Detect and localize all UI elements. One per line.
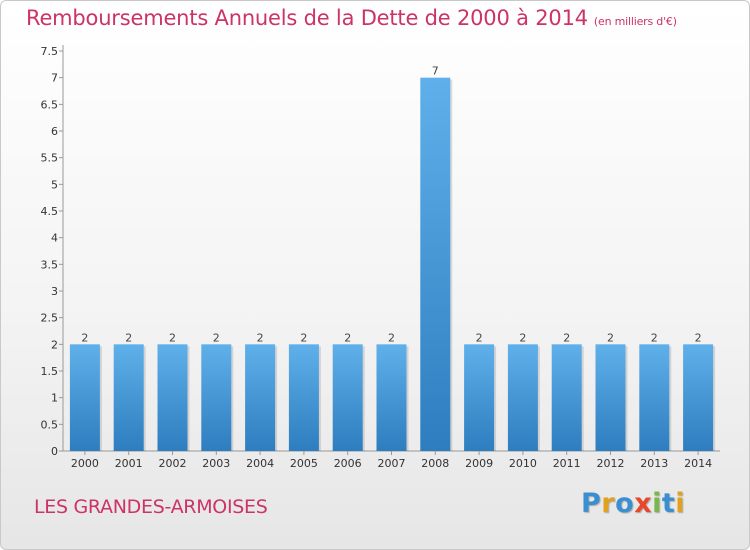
bar-2000	[69, 344, 100, 451]
bar-2013	[639, 344, 670, 451]
x-tick-label: 2007	[378, 457, 406, 470]
y-tick-label: 6.5	[41, 98, 59, 111]
data-label: 2	[651, 331, 658, 344]
y-tick-label: 6	[51, 125, 58, 138]
data-label: 2	[257, 331, 264, 344]
logo-letter: i	[652, 488, 662, 519]
commune-name: LES GRANDES-ARMOISES	[34, 496, 268, 518]
logo-letter: r	[601, 488, 616, 519]
data-label: 2	[519, 331, 526, 344]
x-tick-label: 2004	[246, 457, 274, 470]
x-tick-label: 2013	[640, 457, 668, 470]
logo-letter: o	[615, 488, 635, 519]
chart-title: Remboursements Annuels de la Dette de 20…	[26, 6, 677, 30]
logo-letter: i	[675, 488, 686, 519]
bar-2006	[332, 344, 363, 451]
data-label: 7	[432, 65, 439, 78]
x-tick-label: 2003	[202, 457, 230, 470]
y-tick-label: 4.5	[41, 205, 59, 218]
logo-letter: t	[661, 488, 676, 519]
bar-2009	[464, 344, 495, 451]
x-tick-label: 2006	[334, 457, 362, 470]
bars-group	[69, 77, 716, 452]
x-tick-label: 2005	[290, 457, 318, 470]
y-tick-label: 1.5	[41, 365, 59, 378]
x-tick-label: 2002	[159, 457, 187, 470]
bar-2001	[113, 344, 144, 451]
data-label: 2	[476, 331, 483, 344]
axes: 0 0.5 1 1.5 2 2.5 3 3.5 4 4.5 5 5.5 6 6.5 7 7.5 2000 2001…	[41, 45, 720, 470]
data-label: 2	[607, 331, 614, 344]
logo-letter: x	[634, 488, 653, 519]
data-label: 2	[344, 331, 351, 344]
x-tick-label: 2012	[597, 457, 625, 470]
proxiti-logo: Proxiti	[581, 488, 685, 519]
bar-2012	[595, 344, 626, 451]
chart-title-text: Remboursements Annuels de la Dette de 20…	[26, 6, 588, 30]
data-labels-group: 2 2 2 2 2 2 2 2 7 2 2 2 2 2 2	[81, 65, 701, 345]
y-tick-label: 7	[51, 72, 58, 85]
x-tick-label: 2009	[465, 457, 493, 470]
logo-letter: P	[581, 488, 602, 519]
bar-2007	[376, 344, 407, 451]
bar-2014	[683, 344, 714, 451]
bar-2010	[507, 344, 538, 451]
data-label: 2	[300, 331, 307, 344]
y-tick-label: 0	[51, 445, 58, 458]
bar-2003	[201, 344, 232, 451]
bar-2008	[420, 77, 451, 452]
bar-2011	[551, 344, 582, 451]
y-tick-label: 1	[51, 392, 58, 405]
data-label: 2	[125, 331, 132, 344]
x-tick-label: 2014	[684, 457, 712, 470]
y-tick-label: 2.5	[41, 312, 59, 325]
data-label: 2	[213, 331, 220, 344]
y-tick-label: 0.5	[41, 418, 59, 431]
y-tick-label: 4	[51, 232, 58, 245]
data-label: 2	[169, 331, 176, 344]
data-label: 2	[563, 331, 570, 344]
chart-unit-label: (en milliers d'€)	[593, 15, 677, 28]
data-label: 2	[695, 331, 702, 344]
data-label: 2	[81, 331, 88, 344]
y-tick-label: 3	[51, 285, 58, 298]
y-tick-label: 7.5	[41, 45, 59, 58]
x-tick-label: 2010	[509, 457, 537, 470]
y-tick-label: 2	[51, 338, 58, 351]
x-tick-label: 2001	[115, 457, 143, 470]
y-tick-label: 5.5	[41, 152, 59, 165]
x-tick-label: 2011	[553, 457, 581, 470]
y-tick-label: 3.5	[41, 258, 59, 271]
bar-2004	[245, 344, 276, 451]
data-label: 2	[388, 331, 395, 344]
y-tick-label: 5	[51, 178, 58, 191]
bar-2005	[288, 344, 319, 451]
bar-2002	[157, 344, 188, 451]
x-tick-label: 2008	[421, 457, 449, 470]
x-tick-label: 2000	[71, 457, 99, 470]
